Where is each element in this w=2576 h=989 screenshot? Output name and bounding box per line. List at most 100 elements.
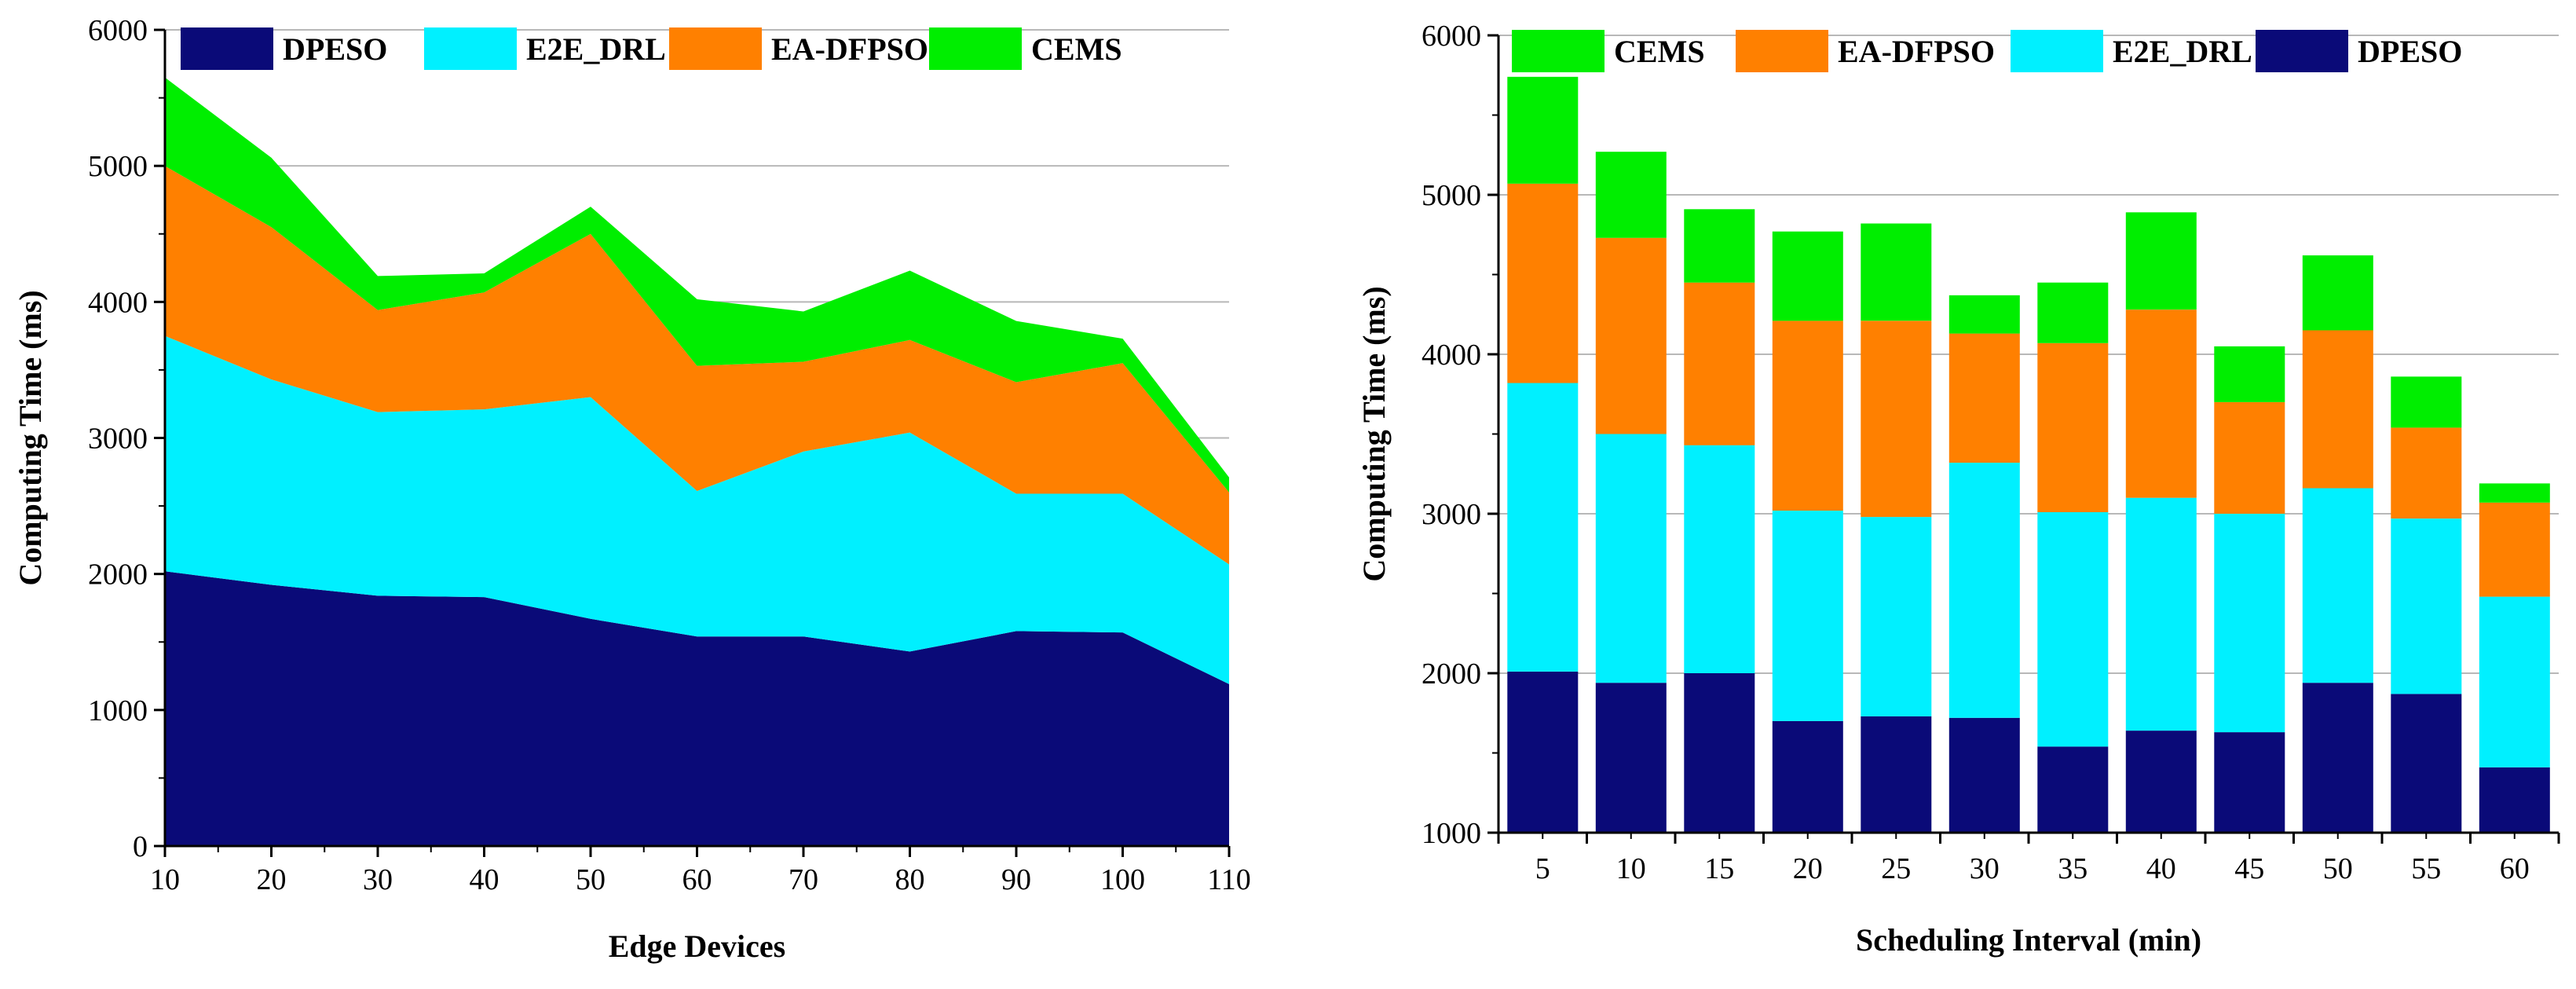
- bar-e2e-drl-35: [2037, 512, 2109, 747]
- x-tick-label: 45: [2234, 852, 2264, 885]
- bar-dpeso-5: [1507, 672, 1579, 833]
- x-axis-title: Edge Devices: [609, 929, 786, 964]
- bar-cems-25: [1861, 223, 1932, 321]
- legend-label-ea-dfpso: EA-DFPSO: [771, 31, 928, 67]
- bar-cems-50: [2302, 255, 2373, 331]
- x-tick-label: 15: [1704, 852, 1734, 885]
- bar-ea-dfpso-55: [2391, 427, 2462, 519]
- bar-dpeso-15: [1684, 673, 1755, 833]
- y-tick-label: 6000: [88, 14, 148, 47]
- bar-e2e-drl-15: [1684, 445, 1755, 673]
- area-e2e-drl: [165, 335, 1229, 684]
- bar-ea-dfpso-30: [1948, 333, 2020, 463]
- bar-cems-55: [2391, 376, 2462, 428]
- bar-e2e-drl-10: [1595, 434, 1667, 683]
- bar-dpeso-40: [2125, 731, 2197, 833]
- legend-swatch-ea-dfpso: [669, 27, 762, 70]
- bar-ea-dfpso-5: [1507, 183, 1579, 383]
- y-tick-label: 6000: [1422, 20, 1481, 53]
- x-tick-label: 10: [1616, 852, 1646, 885]
- legend-label-dpeso: DPESO: [283, 31, 387, 67]
- legend-swatch-cems: [1512, 30, 1605, 72]
- bar-ea-dfpso-40: [2125, 310, 2197, 498]
- bar-cems-40: [2125, 212, 2197, 310]
- area-ea-dfpso: [165, 166, 1229, 565]
- bar-dpeso-10: [1595, 683, 1667, 833]
- legend-label-ea-dfpso: EA-DFPSO: [1838, 34, 1995, 69]
- x-tick-label: 40: [2146, 852, 2176, 885]
- bar-e2e-drl-55: [2391, 518, 2462, 694]
- x-tick-label: 55: [2411, 852, 2441, 885]
- bar-dpeso-55: [2391, 694, 2462, 833]
- legend-swatch-e2e-drl: [424, 27, 517, 70]
- grid-lines: [1498, 35, 2559, 674]
- axes: 0 1000 2000 3000 4000 5000 6000 10 20 30 40 50 60 70 8…: [88, 14, 1251, 896]
- y-axis-title: Computing Time (ms): [13, 290, 48, 585]
- x-tick-label: 60: [2500, 852, 2530, 885]
- x-tick-label: 100: [1100, 863, 1145, 896]
- bar-cems-45: [2214, 346, 2285, 402]
- y-tick-label: 3000: [88, 423, 148, 456]
- bar-series: [1507, 76, 2550, 833]
- x-tick-label: 50: [576, 863, 606, 896]
- legend-swatch-ea-dfpso: [1736, 30, 1828, 72]
- bar-e2e-drl-60: [2479, 596, 2550, 767]
- bar-ea-dfpso-50: [2302, 330, 2373, 489]
- edge-devices-area-chart: 0 1000 2000 3000 4000 5000 6000 10 20 30 40 50 60 70 8…: [13, 14, 1251, 964]
- bar-dpeso-20: [1772, 720, 1843, 833]
- legend-label-cems: CEMS: [1614, 34, 1705, 69]
- y-tick-label: 5000: [88, 150, 148, 183]
- y-tick-label: 1000: [1422, 817, 1481, 850]
- x-tick-label: 30: [1970, 852, 2000, 885]
- bar-e2e-drl-25: [1861, 517, 1932, 716]
- bar-e2e-drl-5: [1507, 383, 1579, 672]
- x-tick-label: 90: [1001, 863, 1031, 896]
- bar-cems-35: [2037, 282, 2109, 343]
- y-tick-label: 4000: [88, 286, 148, 319]
- area-dpeso: [165, 571, 1229, 846]
- x-tick-label: 80: [895, 863, 925, 896]
- x-tick-label: 40: [470, 863, 499, 896]
- x-tick-label: 20: [1793, 852, 1823, 885]
- legend-label-dpeso: DPESO: [2358, 34, 2462, 69]
- bar-e2e-drl-30: [1948, 463, 2020, 718]
- bar-dpeso-25: [1861, 716, 1932, 833]
- legend-swatch-cems: [929, 27, 1022, 70]
- x-tick-label: 5: [1535, 852, 1550, 885]
- bar-ea-dfpso-20: [1772, 321, 1843, 511]
- bar-e2e-drl-45: [2214, 514, 2285, 733]
- scheduling-interval-bar-chart: 1000 2000 3000 4000 5000 6000 5 10 15 20 25 30 35 40 4…: [1356, 20, 2560, 958]
- bar-ea-dfpso-10: [1595, 237, 1667, 434]
- y-tick-label: 4000: [1422, 339, 1481, 372]
- bar-dpeso-60: [2479, 767, 2550, 833]
- bar-e2e-drl-40: [2125, 497, 2197, 731]
- bar-ea-dfpso-45: [2214, 401, 2285, 514]
- bar-ea-dfpso-15: [1684, 282, 1755, 445]
- x-tick-label: 10: [150, 863, 180, 896]
- y-tick-label: 1000: [88, 694, 148, 727]
- bar-cems-20: [1772, 231, 1843, 321]
- y-tick-label: 2000: [1422, 658, 1481, 690]
- legend-label-cems: CEMS: [1031, 31, 1122, 67]
- legend-label-e2e-drl: E2E_DRL: [526, 31, 666, 67]
- x-tick-label: 25: [1881, 852, 1911, 885]
- y-axis-title: Computing Time (ms): [1356, 286, 1392, 581]
- bar-ea-dfpso-25: [1861, 321, 1932, 518]
- bar-dpeso-50: [2302, 683, 2373, 833]
- bar-dpeso-30: [1948, 717, 2020, 833]
- y-tick-label: 0: [133, 830, 148, 863]
- x-tick-label: 70: [789, 863, 818, 896]
- x-axis-title: Scheduling Interval (min): [1856, 922, 2201, 958]
- legend-swatch-e2e-drl: [2011, 30, 2103, 72]
- x-tick-label: 50: [2323, 852, 2353, 885]
- x-tick-label: 35: [2058, 852, 2088, 885]
- bar-dpeso-45: [2214, 732, 2285, 833]
- x-tick-label: 20: [257, 863, 287, 896]
- bar-cems-30: [1948, 295, 2020, 334]
- x-tick-label: 30: [363, 863, 393, 896]
- bar-dpeso-35: [2037, 746, 2109, 833]
- y-tick-label: 2000: [88, 559, 148, 592]
- y-tick-label: 3000: [1422, 498, 1481, 531]
- area-series: [165, 77, 1229, 846]
